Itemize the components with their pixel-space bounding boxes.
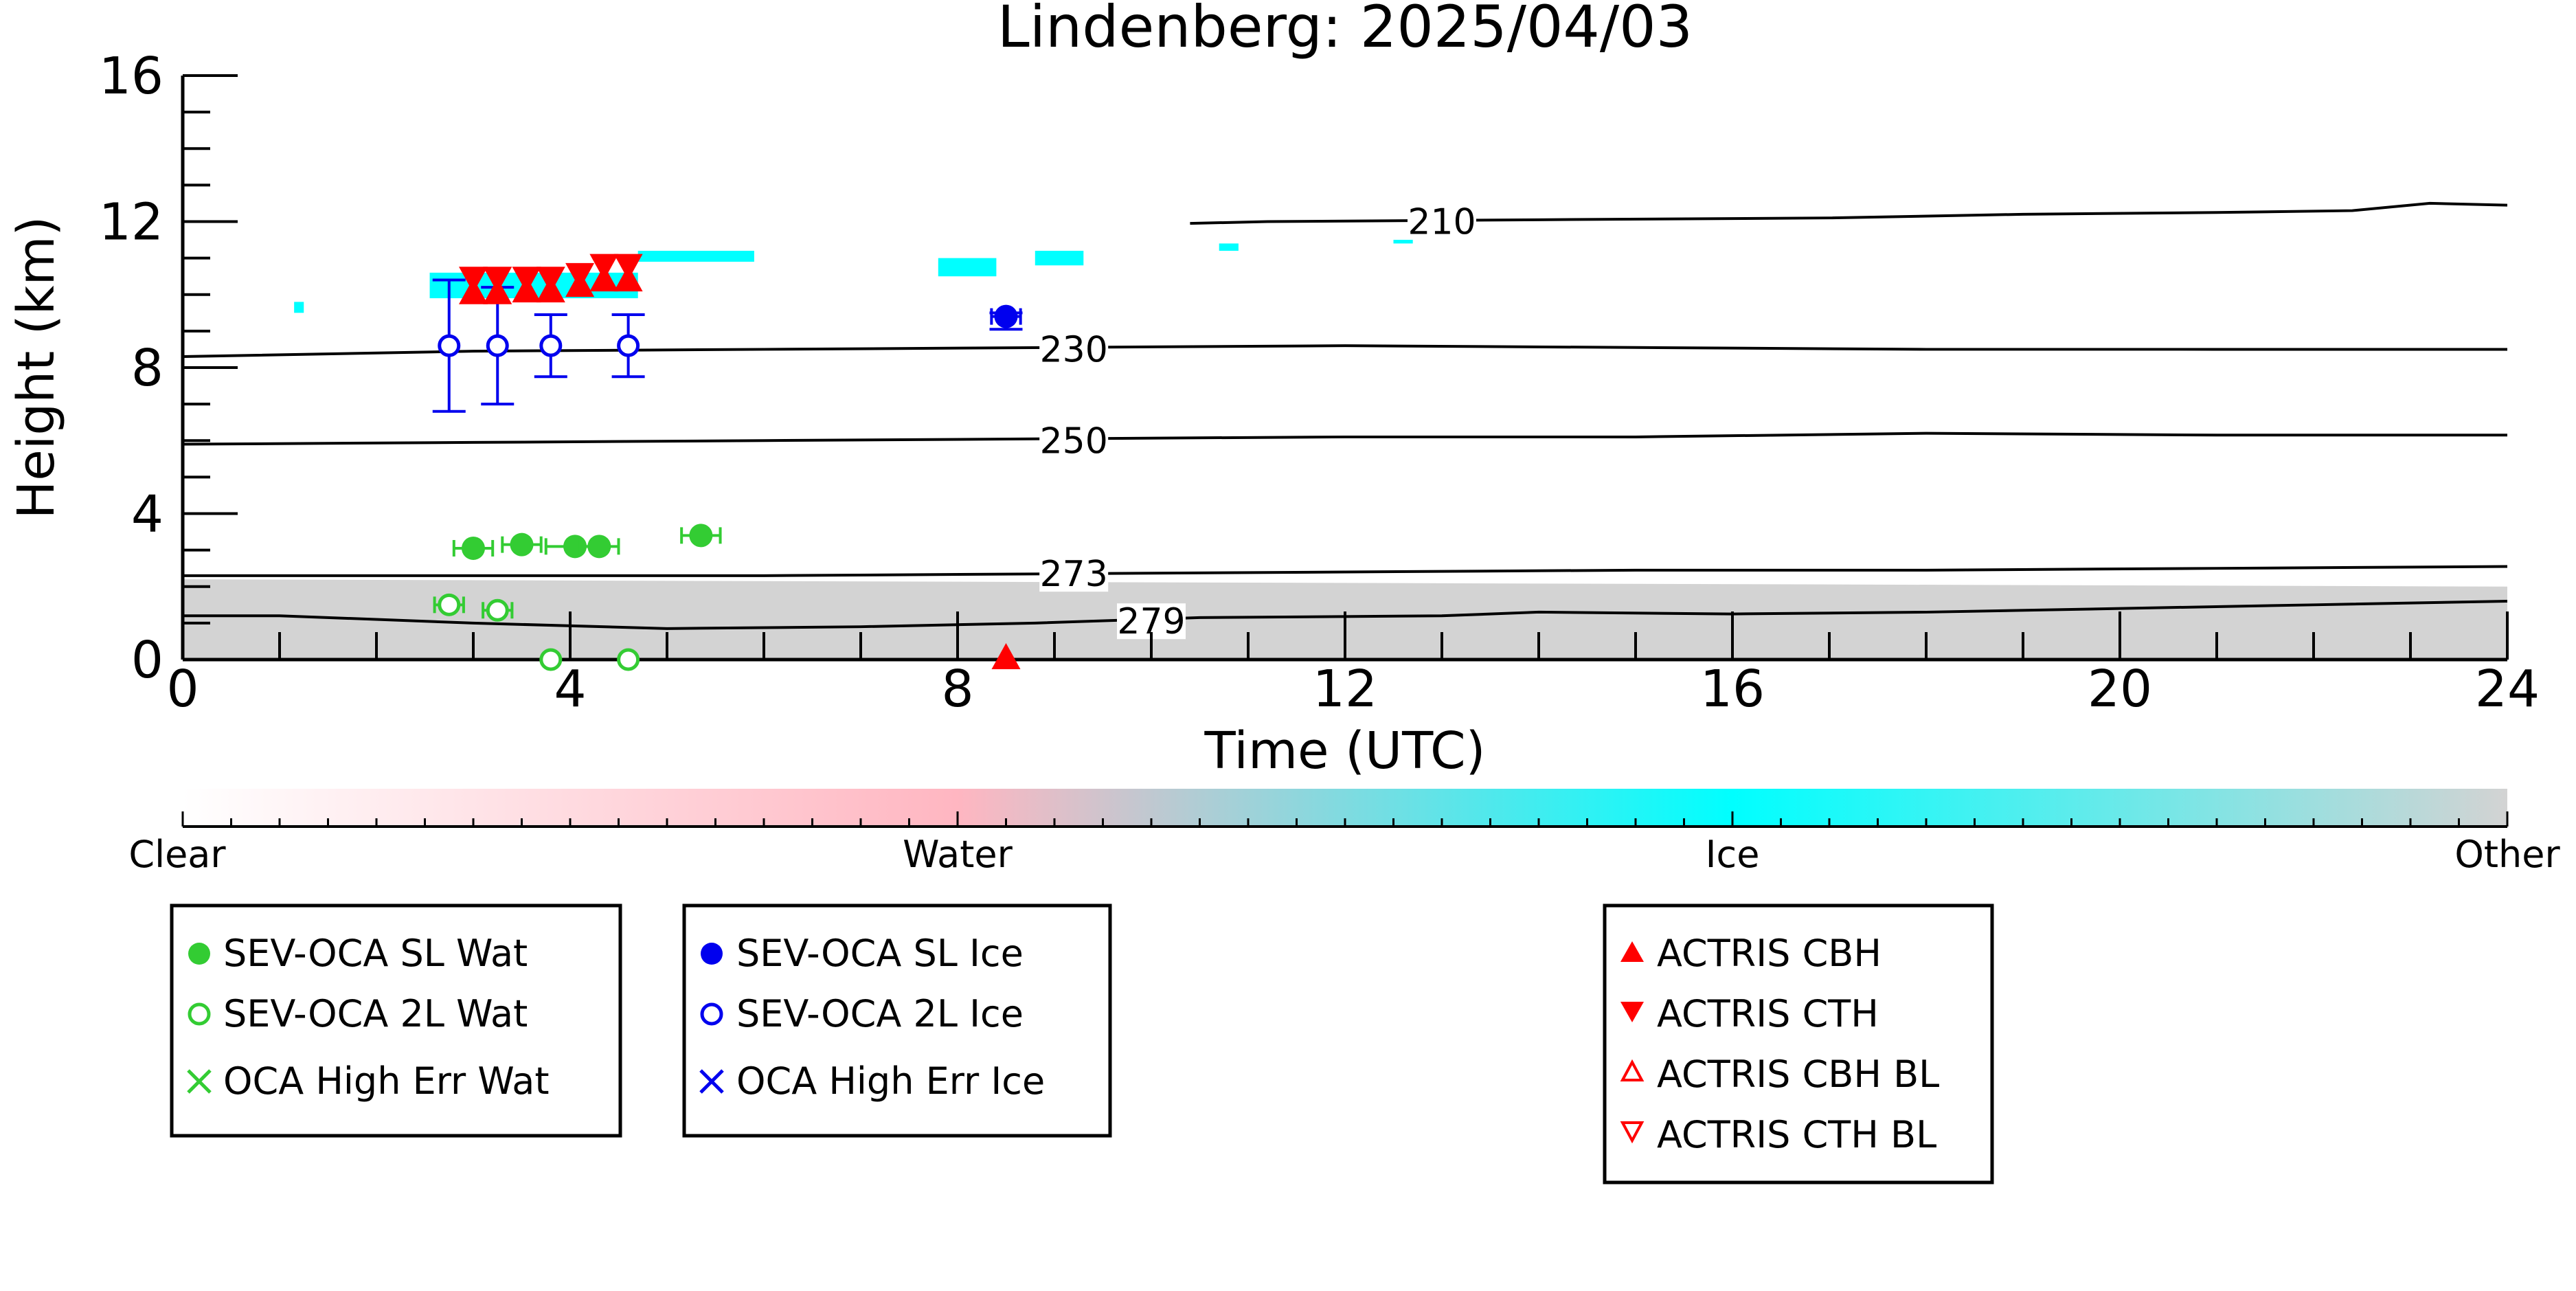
legend-entry-cth-bl: ACTRIS CTH BL	[1657, 1113, 1936, 1156]
legend-marker-sl-wat	[188, 943, 210, 965]
ice-cloud-patch	[938, 258, 997, 277]
y-tick-label: 0	[131, 631, 163, 690]
legend-marker-cbh	[1620, 941, 1644, 962]
legend-entry-higherr-ice: OCA High Err Ice	[736, 1059, 1045, 1103]
data-point-actris-cth	[613, 254, 643, 280]
data-point-sev-oca-2l-ice	[438, 334, 461, 357]
ice-cloud-patch	[294, 302, 304, 313]
legend-entry-sl-ice: SEV-OCA SL Ice	[736, 932, 1024, 975]
chart-title: Lindenberg: 2025/04/03	[997, 0, 1693, 60]
isotherm-273	[183, 565, 2507, 577]
data-point-sev-oca-2l-ice	[617, 334, 640, 357]
y-tick-label: 8	[131, 339, 163, 398]
data-point-sev-oca-2l-wat	[438, 593, 461, 616]
isotherm-210	[1190, 201, 2507, 225]
legend-marker-higherr-wat	[187, 1069, 212, 1094]
legend-entry-sl-wat: SEV-OCA SL Wat	[223, 932, 528, 975]
x-tick-label: 20	[2088, 660, 2152, 719]
x-tick-label: 16	[1700, 660, 1765, 719]
legend-marker-higherr-ice	[699, 1069, 724, 1094]
isotherm-label: 230	[1040, 329, 1108, 370]
isotherm-label: 250	[1040, 420, 1108, 462]
legend-entry-higherr-wat: OCA High Err Wat	[223, 1059, 550, 1103]
data-point-sev-oca-2l-wat	[539, 648, 563, 671]
data-point-sev-oca-sl-wat	[689, 524, 713, 548]
legend-marker-cth	[1620, 1002, 1644, 1022]
x-axis-label: Time (UTC)	[1204, 721, 1485, 781]
legend-entry-cbh: ACTRIS CBH	[1657, 932, 1882, 975]
isotherm-279	[183, 600, 2507, 630]
isotherm-label: 273	[1040, 554, 1108, 595]
data-point-sev-oca-2l-wat	[617, 648, 640, 671]
x-tick-label: 4	[554, 660, 586, 719]
legend-marker-2l-wat	[188, 1002, 211, 1026]
data-point-actris-cth	[536, 267, 565, 293]
data-point-actris-cth	[565, 262, 595, 289]
colorbar: Clear Water Ice Other	[128, 789, 2560, 876]
legend-marker-cbh-bl	[1620, 1059, 1645, 1081]
legend-entry-cth: ACTRIS CTH	[1657, 992, 1879, 1035]
data-point-actris-cth	[512, 267, 541, 293]
data-point-actris-cbh	[991, 643, 1021, 669]
isotherm-230	[183, 344, 2507, 359]
y-axis-label: Height (km)	[7, 216, 66, 519]
data-point-sev-oca-sl-wat	[587, 535, 611, 559]
y-tick-label: 16	[99, 47, 163, 106]
colorbar-label-clear: Clear	[128, 833, 226, 876]
y-tick-label: 4	[131, 485, 163, 544]
legend-marker-2l-ice	[700, 1002, 723, 1026]
data-point-actris-cth	[459, 267, 488, 293]
axes: 0 4 8 12 16 0 4 8 12 16 20 24	[99, 47, 2540, 719]
colorbar-label-water: Water	[903, 833, 1013, 876]
ice-cloud-patch	[637, 251, 754, 262]
y-tick-label: 12	[99, 193, 163, 252]
legend-marker-cth-bl	[1620, 1121, 1645, 1144]
colorbar-label-ice: Ice	[1706, 833, 1760, 876]
legend-ice: SEV-OCA SL Ice SEV-OCA 2L Ice OCA High E…	[682, 903, 1112, 1138]
legend-entry-2l-ice: SEV-OCA 2L Ice	[736, 992, 1024, 1035]
data-point-sev-oca-2l-wat	[486, 598, 509, 622]
isotherm-250	[183, 431, 2507, 446]
x-tick-label: 24	[2475, 660, 2540, 719]
isotherm-label: 210	[1408, 202, 1476, 243]
data-point-actris-cth	[589, 254, 619, 280]
data-point-sev-oca-sl-ice	[994, 304, 1018, 328]
data-point-sev-oca-sl-wat	[462, 536, 485, 560]
colorbar-label-other: Other	[2454, 833, 2560, 876]
legend-actris: ACTRIS CBH ACTRIS CTH ACTRIS CBH BL ACTR…	[1603, 903, 1994, 1185]
data-point-sev-oca-2l-ice	[486, 334, 509, 357]
legend-entry-2l-wat: SEV-OCA 2L Wat	[223, 992, 528, 1035]
legend-marker-sl-ice	[701, 943, 723, 965]
data-point-sev-oca-2l-ice	[539, 334, 563, 357]
data-marks	[432, 254, 1023, 671]
ice-cloud-patch	[1393, 240, 1413, 244]
legend-water: SEV-OCA SL Wat SEV-OCA 2L Wat OCA High E…	[170, 903, 622, 1138]
ice-cloud-patch	[1219, 243, 1239, 251]
legend-entry-cbh-bl: ACTRIS CBH BL	[1657, 1053, 1939, 1096]
x-tick-label: 0	[166, 660, 199, 719]
x-tick-label: 8	[941, 660, 973, 719]
x-tick-label: 12	[1313, 660, 1377, 719]
data-point-sev-oca-sl-wat	[510, 532, 534, 557]
ice-cloud-patch	[1035, 251, 1084, 266]
data-point-actris-cth	[483, 267, 512, 293]
